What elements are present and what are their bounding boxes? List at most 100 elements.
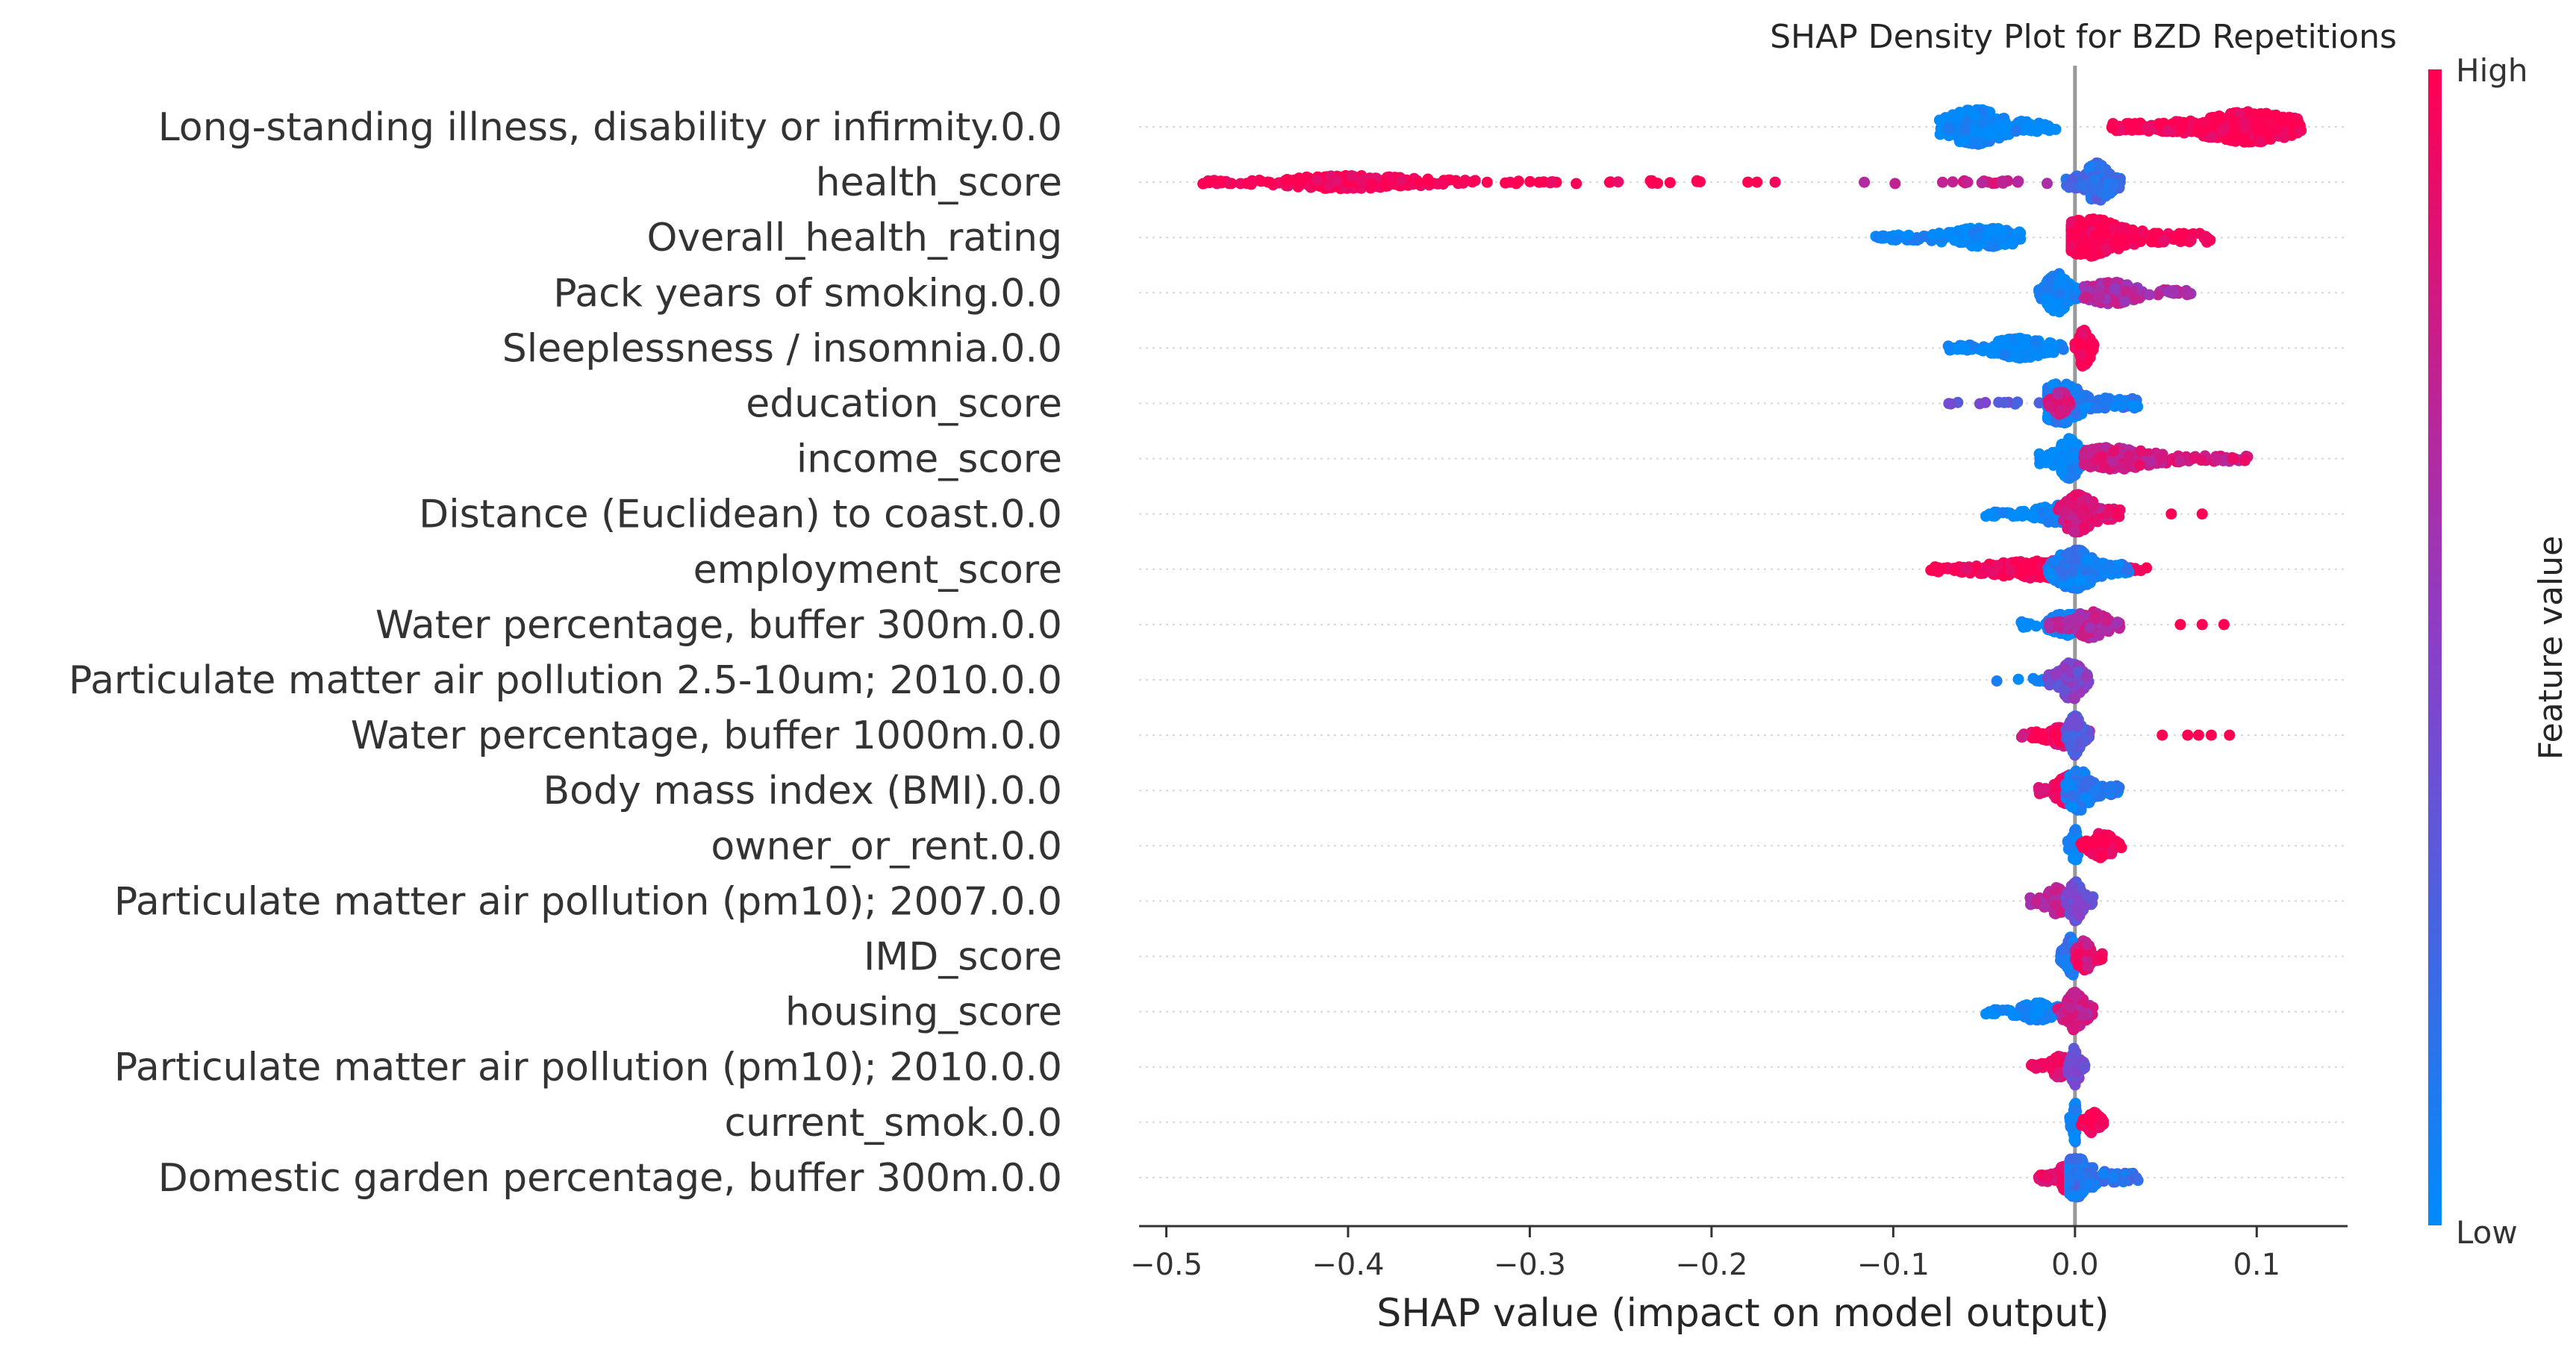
- shap-point: [2084, 622, 2096, 634]
- feature-row-points: [2062, 824, 2127, 866]
- shap-point: [2224, 729, 2236, 741]
- shap-point: [2065, 716, 2077, 728]
- feature-label: income_score: [796, 437, 1062, 482]
- shap-point: [2216, 125, 2228, 137]
- shap-point: [2042, 346, 2053, 358]
- shap-point: [2106, 121, 2118, 133]
- shap-point: [1571, 178, 1582, 190]
- feature-row-points: [1933, 104, 2307, 150]
- shap-point: [2127, 400, 2139, 412]
- shap-point: [2076, 340, 2087, 351]
- shap-point: [2073, 575, 2084, 587]
- shap-point: [2106, 782, 2118, 794]
- shap-point: [2080, 554, 2092, 566]
- shap-point: [2156, 451, 2168, 463]
- feature-label: housing_score: [785, 990, 1062, 1035]
- shap-point: [2110, 507, 2122, 519]
- shap-point: [2074, 910, 2086, 922]
- shap-point: [2029, 335, 2041, 347]
- shap-point: [2280, 113, 2292, 125]
- shap-point: [2018, 334, 2030, 346]
- feature-row-points: [2015, 606, 2230, 644]
- feature-label: Domestic garden percentage, buffer 300m.…: [158, 1156, 1062, 1201]
- shap-point: [2080, 734, 2092, 746]
- feature-label: Particulate matter air pollution 2.5-10u…: [69, 658, 1062, 703]
- shap-point: [2019, 1011, 2031, 1023]
- shap-point: [2238, 117, 2250, 129]
- shap-point: [2080, 889, 2092, 901]
- shap-point: [2142, 122, 2154, 134]
- shap-point: [2072, 613, 2083, 625]
- shap-point: [2109, 283, 2121, 295]
- shap-point: [2239, 454, 2251, 466]
- shap-point: [2158, 234, 2170, 246]
- shap-point: [2005, 565, 2016, 576]
- shap-point: [1264, 177, 1276, 188]
- shap-point: [2070, 765, 2082, 777]
- shap-point: [1911, 234, 1923, 246]
- shap-point: [2048, 555, 2060, 567]
- shap-point: [2042, 456, 2053, 468]
- shap-point: [2072, 959, 2084, 971]
- feature-label: Water percentage, buffer 1000m.0.0: [351, 713, 1062, 758]
- shap-point: [2012, 396, 2024, 408]
- shap-point: [1646, 175, 1658, 187]
- shap-point: [2078, 782, 2090, 794]
- shap-point: [2066, 801, 2078, 813]
- shap-point: [1889, 234, 1901, 246]
- shap-point: [2076, 349, 2088, 360]
- shap-point: [1949, 565, 1960, 576]
- shap-point: [2081, 939, 2093, 951]
- shap-point: [2041, 282, 2053, 293]
- feature-label: Particulate matter air pollution (pm10);…: [114, 1046, 1062, 1090]
- shap-point: [1945, 398, 1956, 410]
- shap-point: [2098, 460, 2110, 472]
- shap-point: [2073, 741, 2085, 753]
- shap-point: [2016, 619, 2028, 631]
- shap-point: [2196, 619, 2208, 631]
- shap-point: [2065, 240, 2077, 251]
- shap-point: [2278, 131, 2290, 143]
- shap-point: [2198, 232, 2210, 244]
- shap-point: [1603, 176, 1615, 188]
- shap-point: [2054, 275, 2065, 287]
- shap-point: [2181, 286, 2192, 298]
- feature-row-points: [2033, 268, 2197, 318]
- shap-point: [2058, 684, 2070, 696]
- shap-point: [2081, 447, 2093, 459]
- feature-label: Body mass index (BMI).0.0: [543, 769, 1063, 813]
- shap-point: [2119, 296, 2131, 307]
- shap-point: [1942, 122, 1954, 134]
- shap-point: [2064, 618, 2076, 630]
- shap-point: [1984, 115, 1996, 126]
- shap-point: [2077, 232, 2089, 244]
- shap-point: [1972, 231, 1984, 243]
- shap-point: [1612, 176, 1624, 188]
- feature-label: Long-standing illness, disability or inf…: [158, 105, 1062, 150]
- shap-point: [2057, 343, 2069, 355]
- shap-point: [2111, 616, 2123, 628]
- shap-point: [2206, 131, 2218, 143]
- shap-point: [2094, 291, 2106, 303]
- shap-point: [2195, 454, 2207, 466]
- shap-point: [1967, 136, 1979, 148]
- shap-point: [2255, 124, 2267, 136]
- shap-point: [2069, 553, 2081, 565]
- shap-point: [1769, 176, 1781, 188]
- shap-point: [1295, 175, 1306, 187]
- shap-point: [2089, 613, 2101, 625]
- shap-point: [1962, 176, 1974, 188]
- shap-point: [2042, 178, 2053, 190]
- shap-point: [2066, 884, 2078, 896]
- shap-point: [2030, 1004, 2042, 1016]
- shap-point: [2152, 289, 2164, 301]
- shap-point: [1995, 225, 2006, 236]
- shap-point: [2101, 243, 2112, 254]
- shap-point: [2086, 573, 2098, 585]
- shap-point: [2093, 629, 2105, 641]
- shap-point: [2080, 792, 2091, 804]
- shap-point: [1958, 135, 1970, 147]
- shap-point: [2115, 842, 2127, 854]
- shap-point: [2063, 472, 2075, 484]
- feature-label: employment_score: [693, 548, 1062, 593]
